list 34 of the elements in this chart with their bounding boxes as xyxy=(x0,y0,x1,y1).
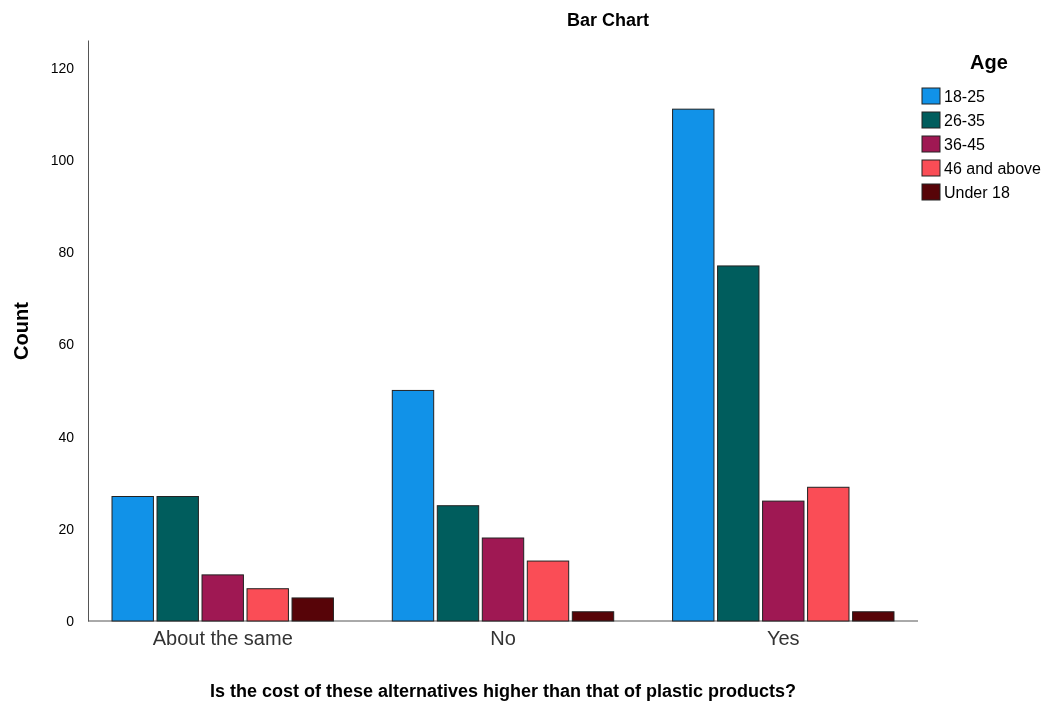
bar xyxy=(156,496,199,622)
y-tick-label: 100 xyxy=(50,151,75,168)
bar xyxy=(111,496,154,622)
bar xyxy=(391,389,435,622)
bar xyxy=(526,560,570,622)
x-tick-label: About the same xyxy=(152,627,293,650)
legend-label: Under 18 xyxy=(944,184,1010,201)
y-axis-title: Count xyxy=(10,301,32,360)
bar xyxy=(852,611,895,622)
legend-label: 36-45 xyxy=(944,136,986,153)
legend-label: 46 and above xyxy=(944,160,1042,177)
legend-title: Age xyxy=(970,51,1008,73)
y-tick-label: 80 xyxy=(58,244,75,261)
bar xyxy=(201,574,244,622)
bar xyxy=(481,537,525,622)
bar xyxy=(291,597,334,622)
y-tick-label: 20 xyxy=(58,520,75,537)
bar xyxy=(717,265,760,622)
bar xyxy=(672,108,715,622)
bar xyxy=(762,500,805,622)
x-tick-label: No xyxy=(490,627,516,650)
x-tick-label: Yes xyxy=(766,627,800,650)
y-tick-label: 0 xyxy=(66,612,75,629)
y-tick-label: 60 xyxy=(58,336,75,353)
legend-label: 26-35 xyxy=(944,112,986,129)
x-axis-title: Is the cost of these alternatives higher than that of plastic products? xyxy=(209,681,797,701)
bar xyxy=(807,486,850,622)
y-tick-label: 120 xyxy=(50,59,75,76)
bar xyxy=(571,611,615,622)
chart-title: Bar Chart xyxy=(566,10,650,30)
bar xyxy=(246,588,289,622)
bar xyxy=(436,505,480,622)
legend-label: 18-25 xyxy=(944,88,986,105)
y-tick-label: 40 xyxy=(58,428,75,445)
